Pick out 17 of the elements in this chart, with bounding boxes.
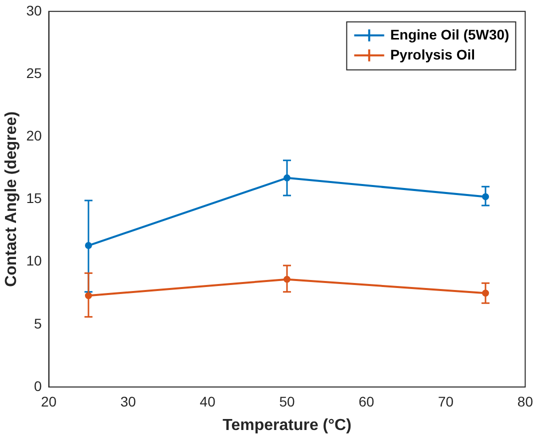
y-tick-label: 30	[26, 2, 42, 18]
x-tick-label: 60	[358, 393, 374, 410]
legend-label: Engine Oil (5W30)	[390, 26, 510, 42]
x-tick-label: 40	[200, 393, 216, 410]
y-tick-label: 15	[26, 190, 42, 206]
x-tick-label: 80	[517, 393, 534, 410]
legend-label: Pyrolysis Oil	[390, 46, 476, 62]
y-tick-label: 10	[26, 252, 42, 269]
y-axis-title: Contact Angle (degree)	[3, 111, 20, 287]
x-tick-label: 70	[438, 393, 454, 410]
y-tick-label: 20	[26, 127, 42, 144]
y-tick-label: 0	[34, 378, 42, 394]
x-tick-label: 30	[120, 393, 136, 410]
x-tick-label: 50	[279, 393, 295, 410]
x-axis-title: Temperature (°C)	[222, 416, 352, 434]
y-tick-label: 5	[34, 315, 42, 332]
y-tick-label: 25	[26, 64, 42, 81]
